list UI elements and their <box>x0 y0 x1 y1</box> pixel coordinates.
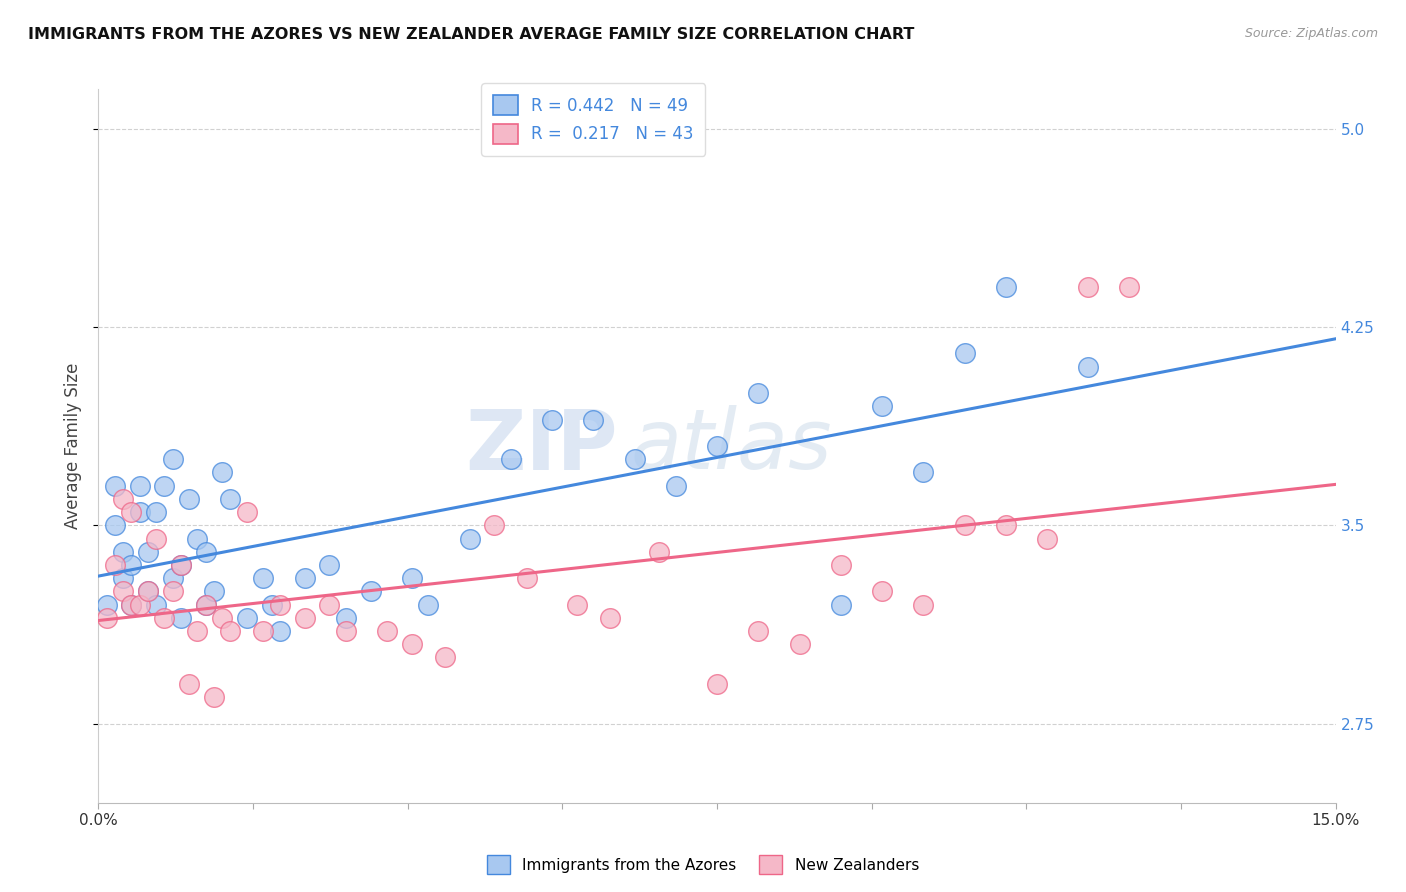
Point <box>162 452 184 467</box>
Text: Source: ZipAtlas.com: Source: ZipAtlas.com <box>1244 27 1378 40</box>
Point <box>706 677 728 691</box>
Point <box>96 598 118 612</box>
Point <box>202 690 225 704</box>
Point <box>104 558 127 572</box>
Point <box>994 518 1017 533</box>
Point <box>516 571 538 585</box>
Point <box>565 598 588 612</box>
Point <box>269 624 291 638</box>
Point <box>1118 280 1140 294</box>
Point <box>994 280 1017 294</box>
Point <box>219 624 242 638</box>
Point <box>170 558 193 572</box>
Point <box>541 412 564 426</box>
Point <box>870 400 893 414</box>
Text: atlas: atlas <box>630 406 832 486</box>
Point <box>252 571 274 585</box>
Point <box>294 571 316 585</box>
Point <box>120 598 142 612</box>
Point <box>830 598 852 612</box>
Point <box>104 518 127 533</box>
Point <box>318 598 340 612</box>
Point <box>179 677 201 691</box>
Point <box>170 611 193 625</box>
Point <box>153 478 176 492</box>
Point <box>145 532 167 546</box>
Point <box>112 545 135 559</box>
Point <box>236 505 259 519</box>
Point <box>418 598 440 612</box>
Point <box>433 650 456 665</box>
Point <box>706 439 728 453</box>
Point <box>186 532 208 546</box>
Point <box>236 611 259 625</box>
Point <box>260 598 283 612</box>
Point <box>830 558 852 572</box>
Text: ZIP: ZIP <box>465 406 619 486</box>
Point <box>128 505 150 519</box>
Point <box>194 598 217 612</box>
Point <box>953 346 976 360</box>
Point <box>194 545 217 559</box>
Text: IMMIGRANTS FROM THE AZORES VS NEW ZEALANDER AVERAGE FAMILY SIZE CORRELATION CHAR: IMMIGRANTS FROM THE AZORES VS NEW ZEALAN… <box>28 27 914 42</box>
Point <box>202 584 225 599</box>
Point <box>747 386 769 401</box>
Point <box>186 624 208 638</box>
Legend: R = 0.442   N = 49, R =  0.217   N = 43: R = 0.442 N = 49, R = 0.217 N = 43 <box>481 83 706 155</box>
Point <box>912 598 935 612</box>
Point <box>294 611 316 625</box>
Point <box>335 611 357 625</box>
Point <box>582 412 605 426</box>
Point <box>1077 359 1099 374</box>
Point <box>112 571 135 585</box>
Point <box>269 598 291 612</box>
Point <box>162 571 184 585</box>
Point <box>318 558 340 572</box>
Point <box>912 466 935 480</box>
Point <box>252 624 274 638</box>
Point <box>953 518 976 533</box>
Point <box>120 598 142 612</box>
Point <box>194 598 217 612</box>
Point <box>335 624 357 638</box>
Point <box>623 452 645 467</box>
Point <box>128 598 150 612</box>
Point <box>401 637 423 651</box>
Point <box>599 611 621 625</box>
Point <box>360 584 382 599</box>
Point <box>648 545 671 559</box>
Point <box>136 584 159 599</box>
Point <box>1036 532 1059 546</box>
Point <box>136 545 159 559</box>
Point <box>499 452 522 467</box>
Point <box>120 505 142 519</box>
Point <box>211 611 233 625</box>
Point <box>96 611 118 625</box>
Legend: Immigrants from the Azores, New Zealanders: Immigrants from the Azores, New Zealande… <box>481 849 925 880</box>
Point <box>789 637 811 651</box>
Point <box>665 478 688 492</box>
Point <box>179 491 201 506</box>
Point <box>170 558 193 572</box>
Point <box>104 478 127 492</box>
Point <box>112 584 135 599</box>
Point <box>375 624 398 638</box>
Point <box>145 505 167 519</box>
Point <box>211 466 233 480</box>
Point <box>484 518 506 533</box>
Y-axis label: Average Family Size: Average Family Size <box>65 363 83 529</box>
Point <box>112 491 135 506</box>
Point <box>153 611 176 625</box>
Point <box>128 478 150 492</box>
Point <box>120 558 142 572</box>
Point <box>219 491 242 506</box>
Point <box>401 571 423 585</box>
Point <box>136 584 159 599</box>
Point <box>145 598 167 612</box>
Point <box>870 584 893 599</box>
Point <box>747 624 769 638</box>
Point <box>162 584 184 599</box>
Point <box>1077 280 1099 294</box>
Point <box>458 532 481 546</box>
